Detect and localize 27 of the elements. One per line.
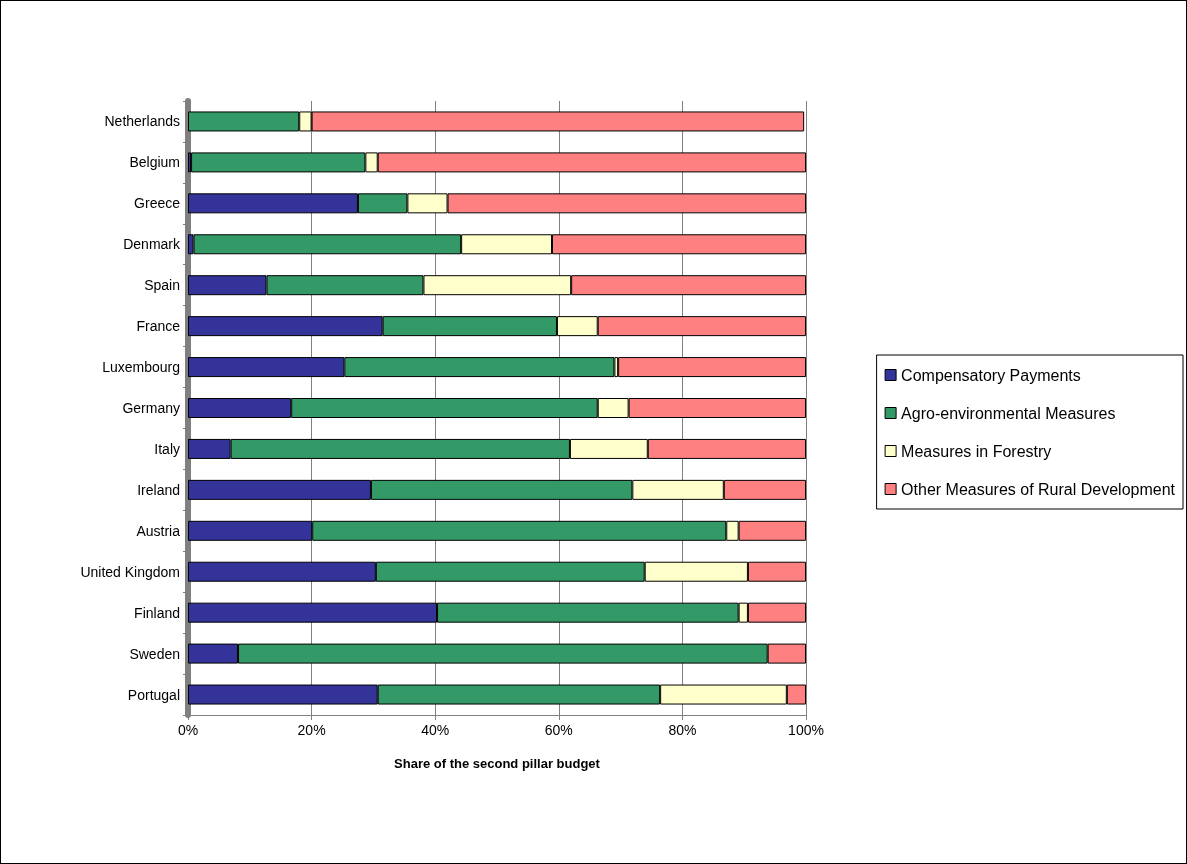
x-tick-label: 60%: [544, 722, 573, 738]
y-tick-label: Sweden: [129, 645, 180, 662]
x-tick-label: 0%: [177, 722, 199, 738]
x-tick-label: 20%: [297, 722, 326, 738]
y-tick-label: Ireland: [137, 481, 180, 498]
y-tick-label: Netherlands: [104, 113, 180, 130]
x-tick-label: 40%: [421, 722, 450, 738]
legend-label: Compensatory Payments: [901, 366, 1081, 384]
x-axis-title: Share of the second pillar budget: [394, 756, 601, 771]
legend-label: Other Measures of Rural Development: [901, 480, 1176, 498]
y-tick-label: Luxembourg: [102, 359, 180, 376]
x-tick-label: 100%: [788, 722, 824, 738]
y-tick-label: Finland: [134, 604, 180, 621]
y-tick-label: Portugal: [127, 686, 180, 703]
legend-label: Measures in Forestry: [901, 442, 1052, 460]
y-tick-label: Spain: [144, 277, 180, 294]
y-tick-label: Italy: [154, 440, 180, 457]
y-tick-label: Greece: [134, 195, 181, 212]
legend-label: Agro-environmental Measures: [901, 404, 1116, 422]
x-tick-label: 80%: [668, 722, 697, 738]
y-tick-label: United Kingdom: [80, 563, 180, 580]
y-tick-label: Denmark: [123, 236, 181, 253]
y-tick-label: France: [136, 318, 181, 335]
bar: [618, 357, 806, 378]
y-tick-label: Austria: [136, 522, 181, 539]
y-tick-label: Belgium: [129, 154, 180, 171]
y-tick-label: Germany: [122, 400, 180, 416]
